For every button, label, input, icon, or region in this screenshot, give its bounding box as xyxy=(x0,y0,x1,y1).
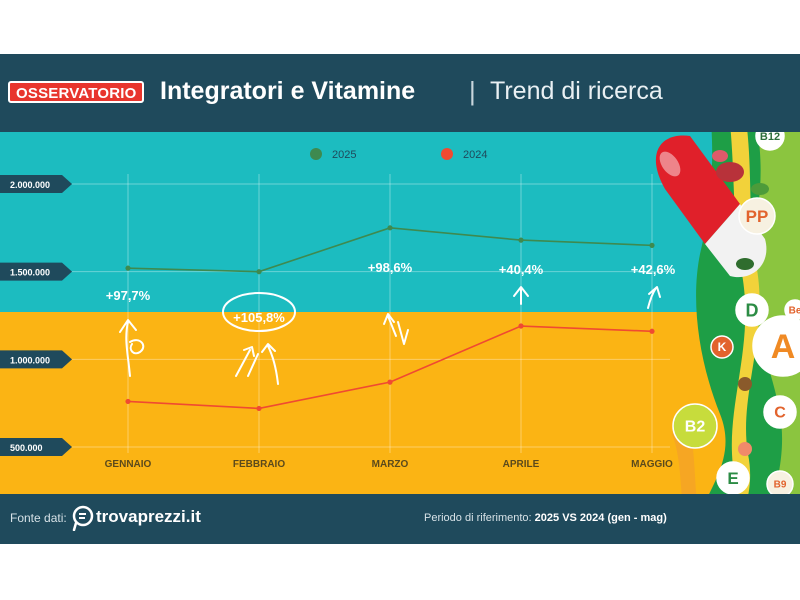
data-point-2025 xyxy=(125,265,131,271)
vitamin-badge: PP xyxy=(738,197,776,235)
vitamin-label: A xyxy=(771,328,796,366)
vitamin-label: B12 xyxy=(760,131,780,143)
trovaprezzi-logo-icon xyxy=(72,505,94,531)
y-tick-tag xyxy=(0,175,72,193)
hand-drawn-arrows xyxy=(119,286,661,385)
y-tick: 1.000.000 xyxy=(0,350,72,369)
capsule-red-half xyxy=(655,135,740,244)
meat-icon xyxy=(712,150,728,162)
annotations: +97,7% +105,8% +98,6% +40,4% +42,6% xyxy=(106,260,676,325)
legend-item-2025: 2025 xyxy=(310,148,356,161)
vitamin-badge: B2 xyxy=(672,403,718,449)
growth-annotation: +98,6% xyxy=(368,260,413,275)
vitamin-badge-circle xyxy=(710,335,734,359)
vitamin-label: D xyxy=(746,300,759,320)
y-tick-label: 1.500.000 xyxy=(10,268,50,278)
observatory-badge: OSSERVATORIO xyxy=(8,81,145,103)
data-point-2024 xyxy=(125,398,131,405)
vitamin-label: E xyxy=(727,469,738,488)
yellow-band xyxy=(0,312,800,494)
y-axis-ticks: 2.000.000 1.500.000 1.000.000 500.000 xyxy=(0,175,72,456)
vitamin-badge-circle xyxy=(672,403,718,449)
legend: 2025 2024 xyxy=(310,148,487,161)
vitamin-badge-circle xyxy=(763,395,797,429)
sketch-arrow xyxy=(119,319,145,377)
salmon-icon xyxy=(738,442,752,456)
x-tick-label: MAGGIO xyxy=(631,459,673,470)
infographic-card: 2.000.000 1.500.000 1.000.000 500.000 GENNA… xyxy=(0,54,800,544)
data-point-2025 xyxy=(387,225,393,231)
data-point-2024 xyxy=(256,405,262,412)
sketch-arrow xyxy=(513,286,529,305)
capsule-shine xyxy=(659,151,681,177)
growth-annotation: +40,4% xyxy=(499,262,544,277)
page-title: Integratori e Vitamine xyxy=(160,77,416,105)
leaf-icon xyxy=(751,183,769,195)
legend-marker xyxy=(441,148,453,160)
growth-annotation: +105,8% xyxy=(233,310,285,325)
y-tick: 2.000.000 xyxy=(0,175,72,193)
x-tick-label: MARZO xyxy=(372,459,409,470)
vitamins-decoration: B12 PP D Be A K C B2 E B9 xyxy=(655,54,800,544)
period-label: Periodo di riferimento: xyxy=(424,512,532,524)
vitamin-badge: E xyxy=(716,461,750,495)
sketch-arrow xyxy=(261,343,279,385)
vitamin-badge: A xyxy=(752,315,800,377)
brand-name[interactable]: trovaprezzi.it xyxy=(96,507,201,526)
vitamin-badge: C xyxy=(763,395,797,429)
y-tick-tag xyxy=(0,350,72,369)
growth-annotation: +42,6% xyxy=(631,262,676,277)
vitamin-label: K xyxy=(718,340,727,354)
sketch-arrow xyxy=(647,286,661,309)
period-value: 2025 VS 2024 (gen - mag) xyxy=(534,512,667,524)
y-tick-label: 2.000.000 xyxy=(10,180,50,190)
period-reference: Periodo di riferimento: 2025 VS 2024 (ge… xyxy=(424,512,667,524)
series-lines xyxy=(125,225,655,412)
gridlines xyxy=(72,174,670,453)
growth-annotation: +97,7% xyxy=(106,288,151,303)
data-point-2024 xyxy=(649,328,655,334)
data-point-2025 xyxy=(518,237,524,243)
nut-icon xyxy=(738,377,752,391)
vitamin-label: C xyxy=(774,405,786,422)
vitamin-label: Be xyxy=(789,306,800,317)
meat-icon xyxy=(716,162,744,182)
vitamin-label: PP xyxy=(746,207,769,226)
yellow-stripe xyxy=(716,54,760,544)
sketch-arrow xyxy=(383,313,409,345)
data-point-2024 xyxy=(518,323,524,329)
data-point-2024 xyxy=(387,379,393,385)
page-subtitle: Trend di ricerca xyxy=(490,77,663,105)
vitamin-badge-circle xyxy=(735,293,769,327)
vitamin-badge: D xyxy=(735,293,769,327)
y-tick-label: 500.000 xyxy=(10,443,43,453)
sketch-arrow xyxy=(235,346,259,377)
data-point-2025 xyxy=(649,242,655,248)
legend-label: 2024 xyxy=(463,149,487,161)
x-tick-label: APRILE xyxy=(503,459,540,470)
data-point-2025 xyxy=(256,269,262,275)
vitamin-label: B9 xyxy=(774,480,787,491)
vitamin-label: B2 xyxy=(685,419,706,436)
vitamin-badge-circle xyxy=(752,315,800,377)
source-label: Fonte dati: xyxy=(10,511,67,525)
y-tick-tag xyxy=(0,438,72,456)
y-tick: 500.000 xyxy=(0,438,72,456)
circle-highlight xyxy=(222,292,296,332)
leaf-icon xyxy=(736,258,754,270)
legend-item-2024: 2024 xyxy=(441,148,487,161)
x-tick-label: GENNAIO xyxy=(105,459,152,470)
y-tick: 1.500.000 xyxy=(0,262,72,281)
x-axis-labels: GENNAIO FEBBRAIO MARZO APRILE MAGGIO xyxy=(105,459,673,470)
vitamin-badge-circle xyxy=(738,197,776,235)
legend-label: 2025 xyxy=(332,149,356,161)
y-tick-label: 1.000.000 xyxy=(10,355,50,365)
legend-marker xyxy=(310,148,322,160)
x-tick-label: FEBBRAIO xyxy=(233,459,285,470)
title-separator: | xyxy=(469,76,476,106)
vitamin-badge: K xyxy=(710,335,734,359)
footer-bar: Fonte dati: trovaprezzi.it Periodo di ri… xyxy=(0,494,800,544)
y-tick-tag xyxy=(0,262,72,281)
header-bar: OSSERVATORIO Integratori e Vitamine | Tr… xyxy=(0,54,800,132)
